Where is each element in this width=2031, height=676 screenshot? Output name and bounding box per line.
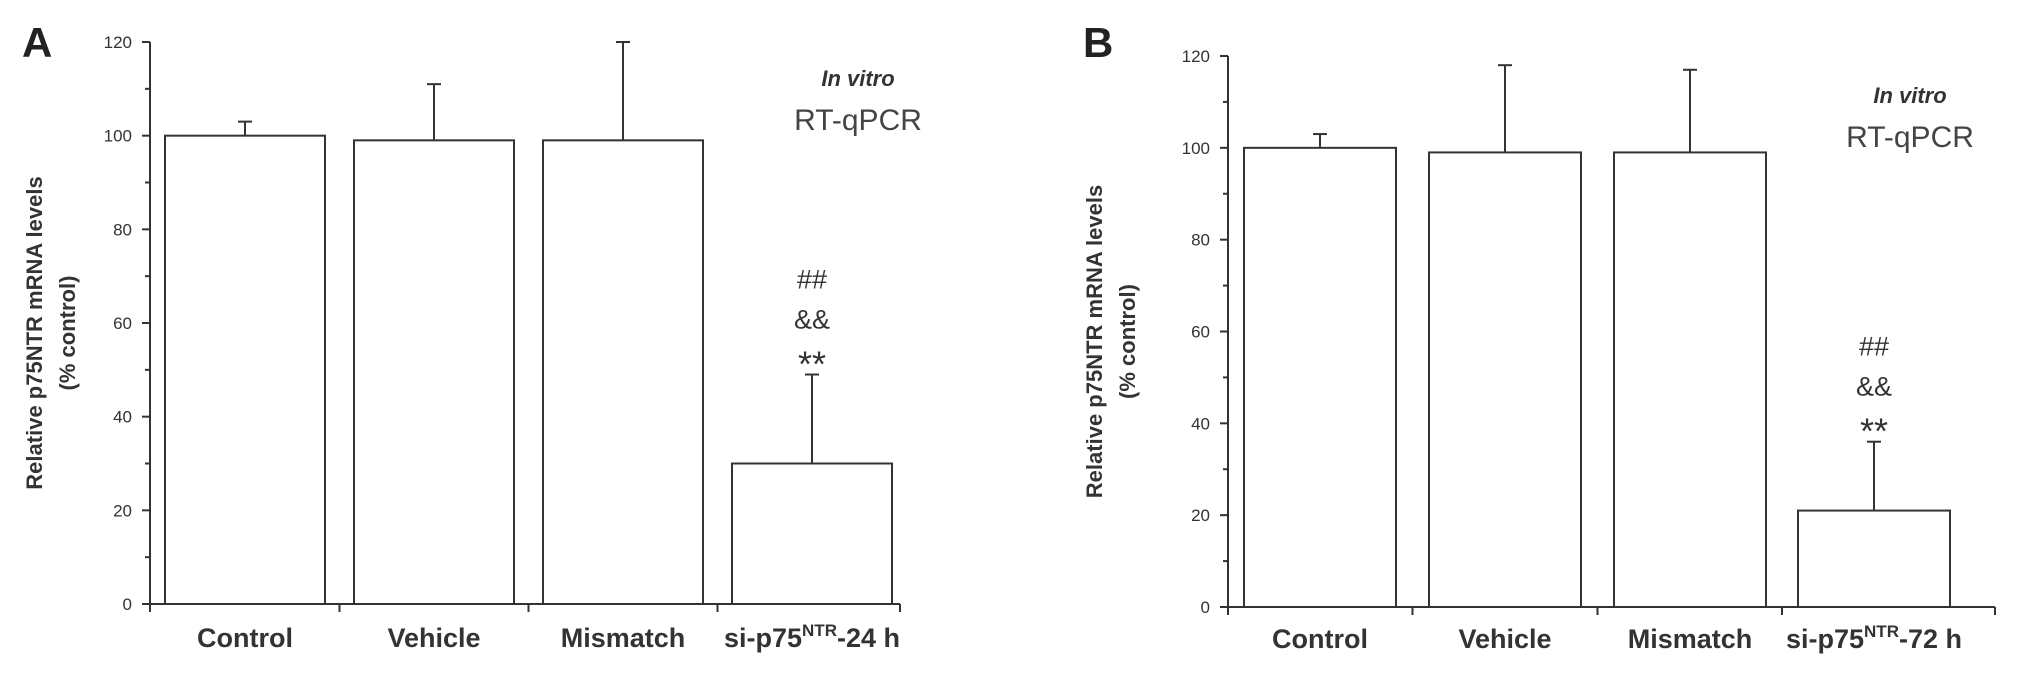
significance-mark: && — [1856, 372, 1892, 402]
category-label: Control — [197, 623, 293, 653]
significance-mark: ** — [798, 344, 826, 385]
y-tick-label: 20 — [1191, 506, 1210, 525]
significance-mark: ** — [1860, 411, 1888, 452]
annotation-method: RT-qPCR — [794, 104, 922, 137]
bar — [731, 462, 893, 605]
bar — [1613, 151, 1767, 609]
category-label: Vehicle — [387, 623, 480, 653]
panel-letter: A — [22, 19, 52, 66]
significance-mark: ## — [1859, 332, 1889, 362]
y-tick-label: 80 — [113, 220, 132, 239]
category-label: si-p75NTR-24 h — [724, 621, 900, 653]
y-tick-label: 0 — [123, 595, 132, 614]
panel-b: B 0 20 40 60 80 100 120 Relative p75NTR mRNA lev… — [1082, 19, 1996, 654]
y-tick-label: 60 — [1191, 323, 1210, 342]
category-label: Control — [1272, 624, 1368, 654]
y-tick-label: 100 — [104, 127, 132, 146]
panel-a: A 0 20 40 60 80 100 120 Relative p75NTR mRNA lev… — [22, 19, 922, 653]
category-label: Vehicle — [1458, 624, 1551, 654]
category-label: si-p75NTR-72 h — [1786, 622, 1962, 654]
y-tick-label: 40 — [1191, 414, 1210, 433]
annotation-condition: In vitro — [1873, 83, 1946, 108]
panel-letter: B — [1083, 19, 1113, 66]
y-axis-label-unit: (% control) — [55, 276, 80, 391]
y-axis-label: Relative p75NTR mRNA levels — [1082, 185, 1107, 498]
annotation-method: RT-qPCR — [1846, 121, 1974, 154]
annotation-condition: In vitro — [821, 66, 894, 91]
category-label: Mismatch — [561, 623, 686, 653]
y-tick-label: 120 — [104, 33, 132, 52]
bar — [1243, 146, 1397, 608]
category-label: Mismatch — [1628, 624, 1753, 654]
y-tick-label: 20 — [113, 501, 132, 520]
bar — [353, 139, 515, 605]
y-axis-label: Relative p75NTR mRNA levels — [22, 176, 47, 489]
y-tick-label: 80 — [1191, 231, 1210, 250]
y-tick-label: 120 — [1182, 47, 1210, 66]
y-tick-label: 60 — [113, 314, 132, 333]
y-axis-label-unit: (% control) — [1115, 284, 1140, 399]
significance-mark: && — [794, 305, 830, 335]
bar — [542, 139, 704, 605]
y-tick-label: 0 — [1201, 598, 1210, 617]
bar — [1428, 151, 1582, 609]
significance-mark: ## — [797, 265, 827, 295]
bar — [164, 134, 326, 606]
y-tick-label: 100 — [1182, 139, 1210, 158]
bar — [1797, 509, 1951, 609]
y-tick-label: 40 — [113, 408, 132, 427]
